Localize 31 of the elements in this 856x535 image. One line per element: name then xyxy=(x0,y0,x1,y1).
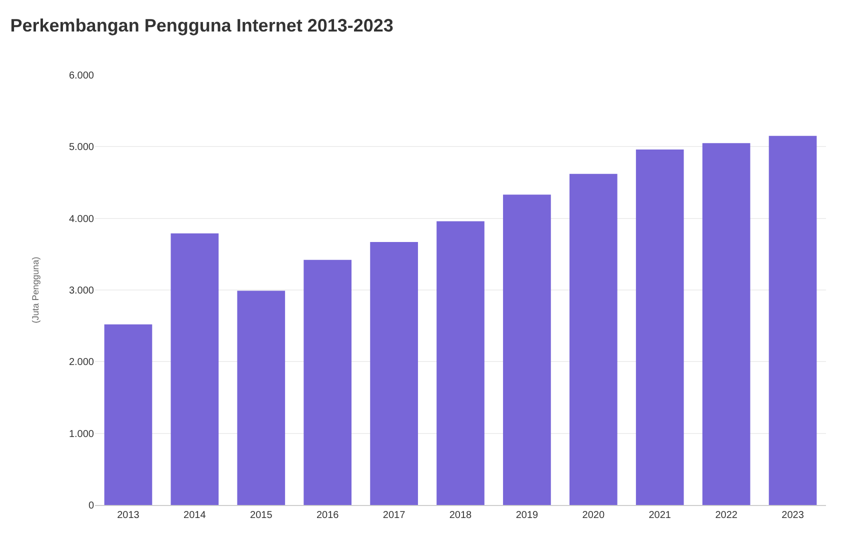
x-tick-label: 2014 xyxy=(184,510,206,521)
x-tick-label: 2020 xyxy=(582,510,605,521)
x-tick-label: 2021 xyxy=(648,510,672,521)
y-tick-label: 0 xyxy=(88,500,94,512)
y-tick-label: 1.000 xyxy=(68,428,94,440)
y-tick-label: 2.000 xyxy=(68,357,94,368)
bar xyxy=(170,233,219,505)
x-tick-label: 2013 xyxy=(117,510,140,521)
bar xyxy=(768,136,817,505)
bar xyxy=(237,290,286,505)
bar xyxy=(436,221,484,505)
bar xyxy=(104,324,152,505)
bar xyxy=(702,143,750,505)
x-tick-label: 2022 xyxy=(715,510,738,521)
y-tick-label: 6.000 xyxy=(68,70,94,82)
bar xyxy=(569,174,618,505)
bar xyxy=(636,150,684,505)
x-tick-label: 2016 xyxy=(316,510,340,521)
chart-title: Perkembangan Pengguna Internet 2013-2023 xyxy=(10,15,394,36)
x-tick-label: 2019 xyxy=(516,510,539,521)
bar xyxy=(304,260,352,505)
bar xyxy=(503,194,551,505)
x-tick-label: 2017 xyxy=(382,510,406,521)
x-tick-label: 2018 xyxy=(449,510,472,521)
y-axis-title: (Juta Pengguna) xyxy=(30,256,40,324)
y-tick-label: 5.000 xyxy=(68,142,94,154)
bar xyxy=(370,242,418,505)
y-tick-label: 4.000 xyxy=(68,214,94,225)
x-tick-label: 2023 xyxy=(782,510,804,521)
x-tick-label: 2015 xyxy=(250,510,273,521)
y-tick-label: 3.000 xyxy=(68,286,94,296)
